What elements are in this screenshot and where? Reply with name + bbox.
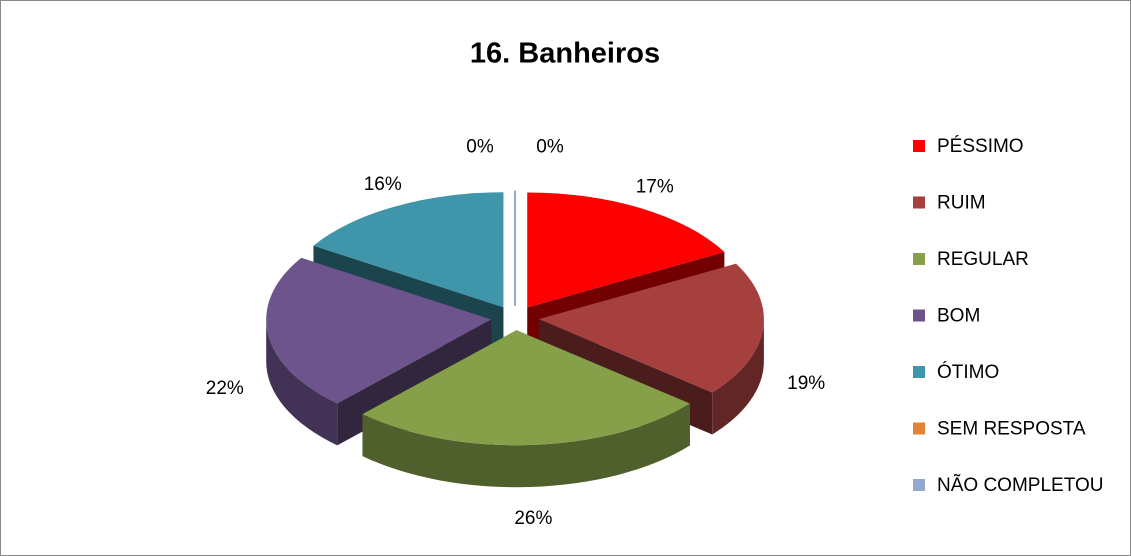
data-label: 19%	[787, 373, 825, 394]
slice-side	[266, 319, 338, 446]
slice	[538, 263, 764, 393]
chart-title: 16. Banheiros	[470, 38, 660, 70]
data-label: 26%	[514, 508, 552, 529]
slice	[362, 330, 690, 446]
data-label: 0%	[466, 137, 494, 158]
slice	[266, 257, 492, 404]
slice	[527, 192, 725, 308]
data-label: 0%	[536, 137, 564, 158]
legend-label: ÓTIMO	[937, 361, 999, 383]
data-label: 22%	[206, 378, 244, 399]
legend-swatch	[913, 140, 925, 152]
legend-swatch	[913, 253, 925, 265]
legend-swatch	[913, 422, 925, 435]
legend-label: REGULAR	[937, 249, 1029, 270]
slice-side	[712, 319, 764, 435]
legend-swatch	[913, 196, 925, 209]
legend-label: PÉSSIMO	[937, 136, 1024, 157]
slice	[313, 192, 504, 308]
legend-swatch	[913, 309, 925, 322]
data-label: 17%	[636, 176, 674, 197]
legend-label: RUIM	[937, 193, 986, 214]
legend-label: SEM RESPOSTA	[937, 419, 1086, 440]
slice-side	[362, 403, 690, 488]
legend-swatch	[913, 366, 925, 378]
legend-swatch	[913, 479, 925, 491]
legend-label: NÃO COMPLETOU	[937, 474, 1103, 496]
data-label: 16%	[364, 174, 402, 195]
legend-label: BOM	[937, 306, 980, 327]
